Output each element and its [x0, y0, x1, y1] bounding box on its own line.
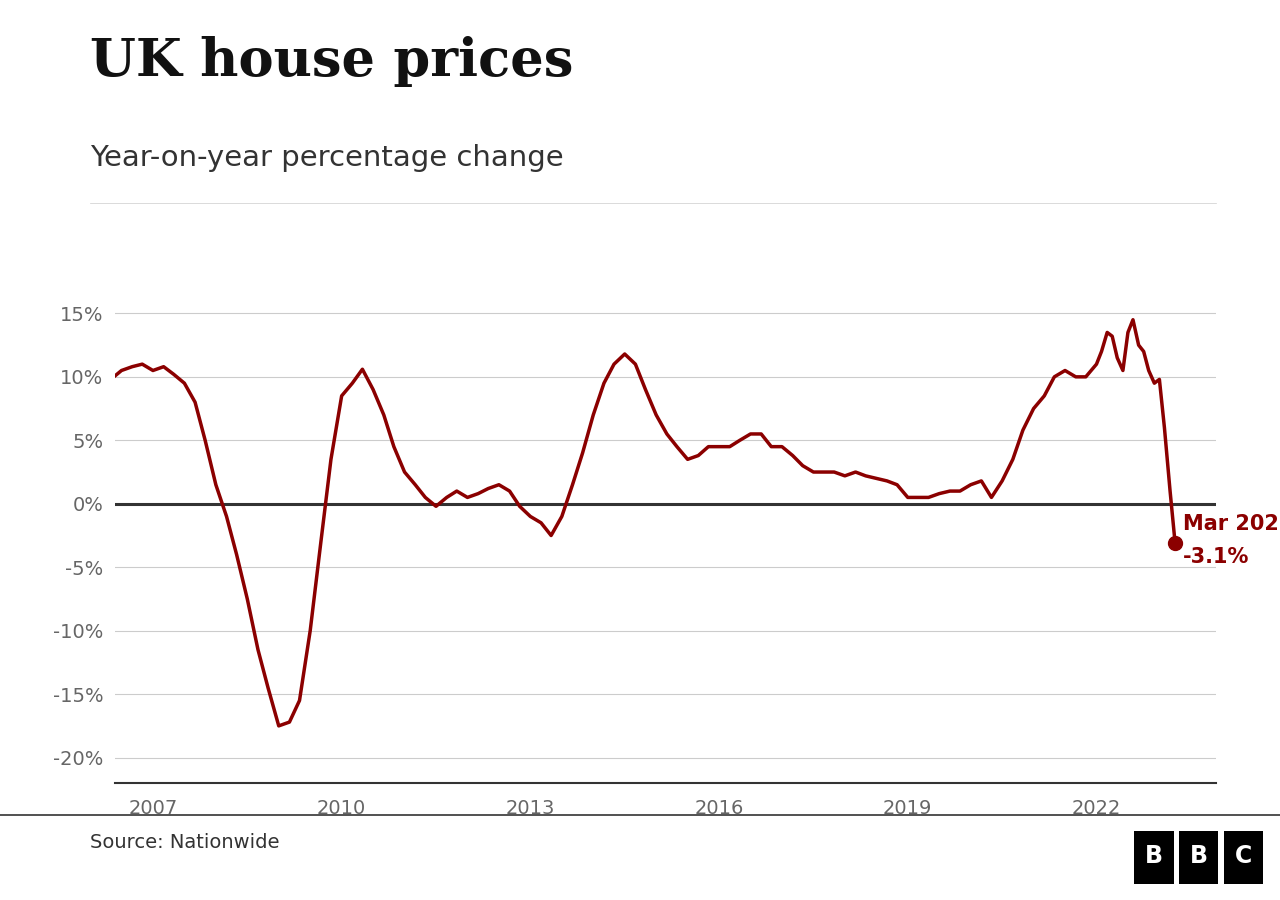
Text: C: C [1235, 844, 1252, 868]
Text: UK house prices: UK house prices [90, 36, 573, 87]
Text: Mar 2023: Mar 2023 [1183, 514, 1280, 535]
FancyBboxPatch shape [1134, 831, 1174, 884]
Text: Source: Nationwide: Source: Nationwide [90, 832, 279, 851]
FancyBboxPatch shape [1179, 831, 1219, 884]
Text: B: B [1144, 844, 1162, 868]
Text: B: B [1189, 844, 1207, 868]
Text: -3.1%: -3.1% [1183, 547, 1249, 567]
Text: Year-on-year percentage change: Year-on-year percentage change [90, 144, 563, 172]
FancyBboxPatch shape [1224, 831, 1263, 884]
